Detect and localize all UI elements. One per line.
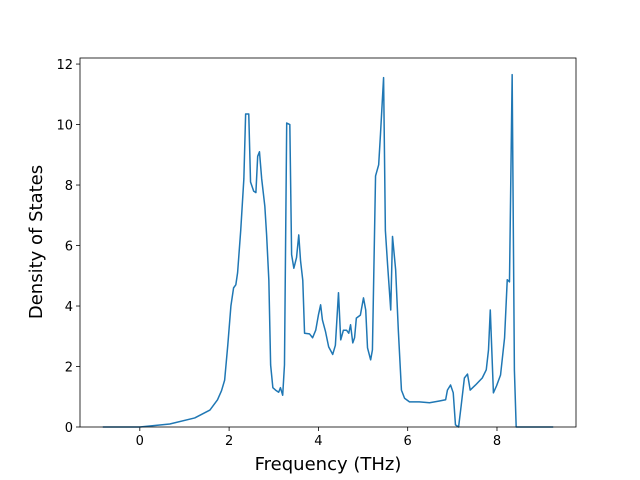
x-axis-label: Frequency (THz) [255,454,402,475]
line-series [102,73,554,428]
plot-frame [79,57,577,428]
x-tick-label: 6 [404,434,412,449]
x-tick-label: 0 [136,434,144,449]
x-tick-label: 8 [493,434,501,449]
y-tick-label: 4 [65,300,73,315]
x-tick-label: 4 [314,434,322,449]
y-tick-label: 0 [65,421,73,436]
y-tick-label: 12 [56,58,73,73]
x-tick-label: 2 [225,434,233,449]
y-tick-label: 10 [56,119,73,134]
y-tick-label: 6 [65,240,73,255]
y-tick-label: 2 [65,361,73,376]
y-axis-label: Density of States [26,165,47,319]
y-tick-label: 8 [65,179,73,194]
